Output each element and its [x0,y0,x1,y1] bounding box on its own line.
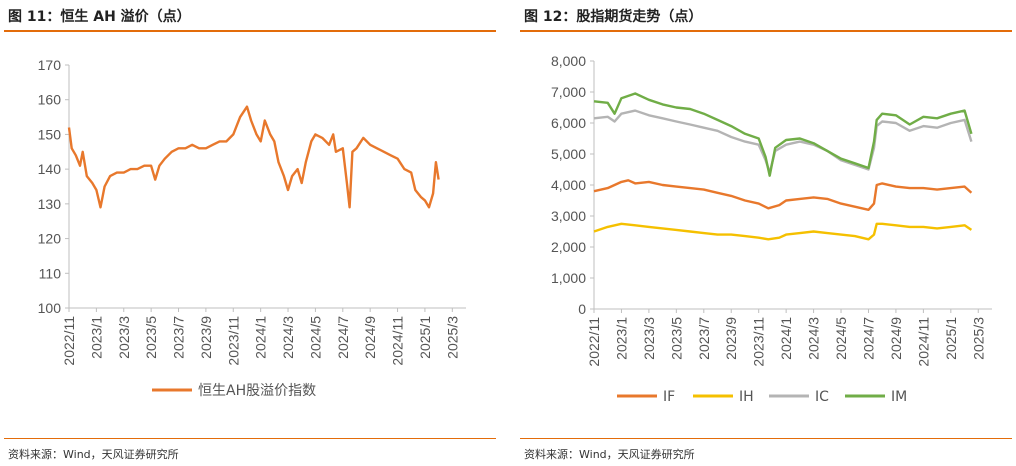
x-tick-label: 2023/5 [668,317,684,360]
y-tick-label: 120 [38,231,62,247]
x-tick-label: 2022/11 [586,317,602,367]
x-tick-label: 2024/5 [833,317,849,360]
x-tick-label: 2025/1 [417,316,433,359]
x-tick-label: 2024/3 [280,316,296,359]
x-tick-label: 2025/3 [970,317,986,360]
y-tick-label: 100 [38,300,62,316]
x-tick-label: 2023/7 [171,316,187,359]
legend-label: IF [663,389,675,405]
y-tick-label: 130 [38,196,62,212]
y-tick-label: 0 [578,301,586,317]
series-line-IC [593,109,973,174]
legend-label: IC [815,389,829,405]
y-tick-label: 5,000 [551,146,586,162]
x-tick-label: 2023/3 [641,317,657,360]
series-line-恒生AH股溢价指数 [67,105,440,209]
x-tick-label: 2022/11 [61,316,77,366]
legend-label: IM [891,389,907,405]
y-tick-label: 150 [38,126,62,142]
x-tick-label: 2024/1 [778,317,794,360]
source-rule [520,438,1012,439]
x-tick-label: 2025/1 [943,317,959,360]
figure-title: 图 11：恒生 AH 溢价（点） [8,9,191,25]
y-tick-label: 140 [38,161,62,177]
y-tick-label: 6,000 [551,115,586,131]
series-line-IH [593,222,973,241]
x-tick-label: 2023/7 [696,317,712,360]
x-tick-label: 2023/3 [116,316,132,359]
x-tick-label: 2023/1 [613,317,629,360]
y-tick-label: 4,000 [551,177,586,193]
y-tick-label: 1,000 [551,270,586,286]
x-tick-label: 2024/9 [888,317,904,360]
x-tick-label: 2025/3 [444,316,460,359]
figure-title: 图 12：股指期货走势（点） [524,9,703,25]
series-line-IF [593,179,973,211]
source-note: 资料来源：Wind，天风证券研究所 [8,448,179,461]
x-tick-label: 2024/11 [390,316,406,366]
x-tick-label: 2023/9 [198,316,214,359]
x-tick-label: 2023/11 [225,316,241,366]
x-tick-label: 2023/11 [751,317,767,367]
y-tick-label: 7,000 [551,84,586,100]
y-tick-label: 8,000 [551,53,586,69]
title-rule [520,30,1012,32]
y-tick-label: 2,000 [551,239,586,255]
title-rule [4,30,496,32]
series-line-IM [593,92,973,177]
source-rule [4,438,496,439]
y-tick-label: 3,000 [551,208,586,224]
x-tick-label: 2023/1 [88,316,104,359]
x-tick-label: 2024/9 [362,316,378,359]
y-tick-label: 160 [38,92,62,108]
x-tick-label: 2023/5 [143,316,159,359]
y-tick-label: 170 [38,57,62,73]
legend-label: 恒生AH股溢价指数 [198,383,316,399]
futures-panel: 图 12：股指期货走势（点） 0 1,000 2,000 3,000 4,000 5,00… [516,0,1016,466]
legend-label: IH [739,389,754,405]
futures-chart: 0 1,000 2,000 3,000 4,000 5,000 6,000 7,000 8,00… [551,53,992,405]
x-tick-label: 2024/5 [307,316,323,359]
x-tick-label: 2024/7 [335,316,351,359]
x-tick-label: 2024/1 [253,316,269,359]
x-tick-label: 2024/3 [806,317,822,360]
x-tick-label: 2024/11 [915,317,931,367]
x-tick-label: 2023/9 [723,317,739,360]
x-tick-label: 2024/7 [860,317,876,360]
y-tick-label: 110 [39,265,62,281]
source-note: 资料来源：Wind，天风证券研究所 [524,448,695,461]
ah-premium-chart: 100 110 120 130 140 150 160 170 2022/11 2023/1 202… [38,57,466,399]
ah-premium-panel: 图 11：恒生 AH 溢价（点） 100 110 120 130 140 150 160 17… [0,0,500,466]
